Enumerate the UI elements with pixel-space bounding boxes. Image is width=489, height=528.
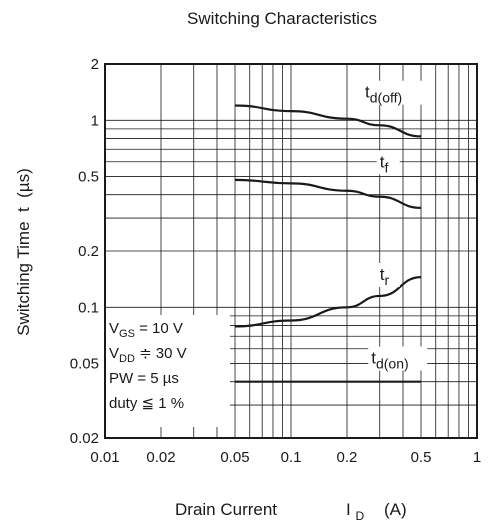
series-line-tf xyxy=(235,178,422,210)
series-label-tr: tr xyxy=(380,265,390,288)
y-tick-label: 1 xyxy=(91,112,99,129)
chart-title: Switching Characteristics xyxy=(187,9,377,28)
y-tick-label: 0.05 xyxy=(70,356,99,373)
plot-frame xyxy=(104,63,478,439)
x-tick-label: 0.5 xyxy=(411,449,432,466)
y-tick-label: 2 xyxy=(91,56,99,73)
series-label-tf: tf xyxy=(380,152,389,175)
series-label-bg xyxy=(368,346,428,371)
series-label-td(on): td(on) xyxy=(371,349,408,372)
condition-line: PW = 5 µs xyxy=(109,370,179,387)
conditions-box xyxy=(106,315,230,427)
series-label-td(off): td(off) xyxy=(365,83,402,106)
series-label-bg xyxy=(376,150,400,175)
condition-line: duty ≦ 1 % xyxy=(109,395,184,412)
x-axis-label: Drain Current I D (A) xyxy=(175,500,407,524)
series-curves xyxy=(235,104,422,383)
x-tick-label: 0.01 xyxy=(90,449,119,466)
y-tick-label: 0.5 xyxy=(78,169,99,186)
y-axis-label: Switching Time t (µs) xyxy=(14,168,33,336)
grid xyxy=(105,64,477,438)
x-tick-label: 1 xyxy=(473,449,481,466)
y-tick-label: 0.1 xyxy=(78,299,99,316)
x-tick-label: 0.02 xyxy=(146,449,175,466)
series-line-tr xyxy=(235,276,422,328)
y-tick-label: 0.02 xyxy=(70,430,99,447)
series-labels: td(off) tf tr td(on) xyxy=(362,80,431,372)
condition-line: VGS = 10 V xyxy=(109,320,183,340)
x-tick-label: 0.2 xyxy=(337,449,358,466)
x-axis-label-symbol: I xyxy=(346,500,351,519)
x-axis-label-text: Drain Current xyxy=(175,500,277,519)
x-axis-label-subscript: D xyxy=(355,509,364,523)
series-label-bg xyxy=(362,80,431,105)
series-label-bg xyxy=(376,262,400,287)
tick-labels: 0.01 0.02 0.05 0.1 0.2 0.5 1 0.02 0.05 0.1 0.2 0.5 1… xyxy=(70,56,481,466)
x-tick-label: 0.05 xyxy=(220,449,249,466)
x-axis-label-unit: (A) xyxy=(384,500,407,519)
series-line-td(off) xyxy=(235,104,422,138)
y-tick-label: 0.2 xyxy=(78,243,99,260)
x-tick-label: 0.1 xyxy=(281,449,302,466)
conditions: VGS = 10 V VDD ≑ 30 V PW = 5 µs duty ≦ 1 % xyxy=(109,320,187,412)
condition-line: VDD ≑ 30 V xyxy=(109,345,187,365)
